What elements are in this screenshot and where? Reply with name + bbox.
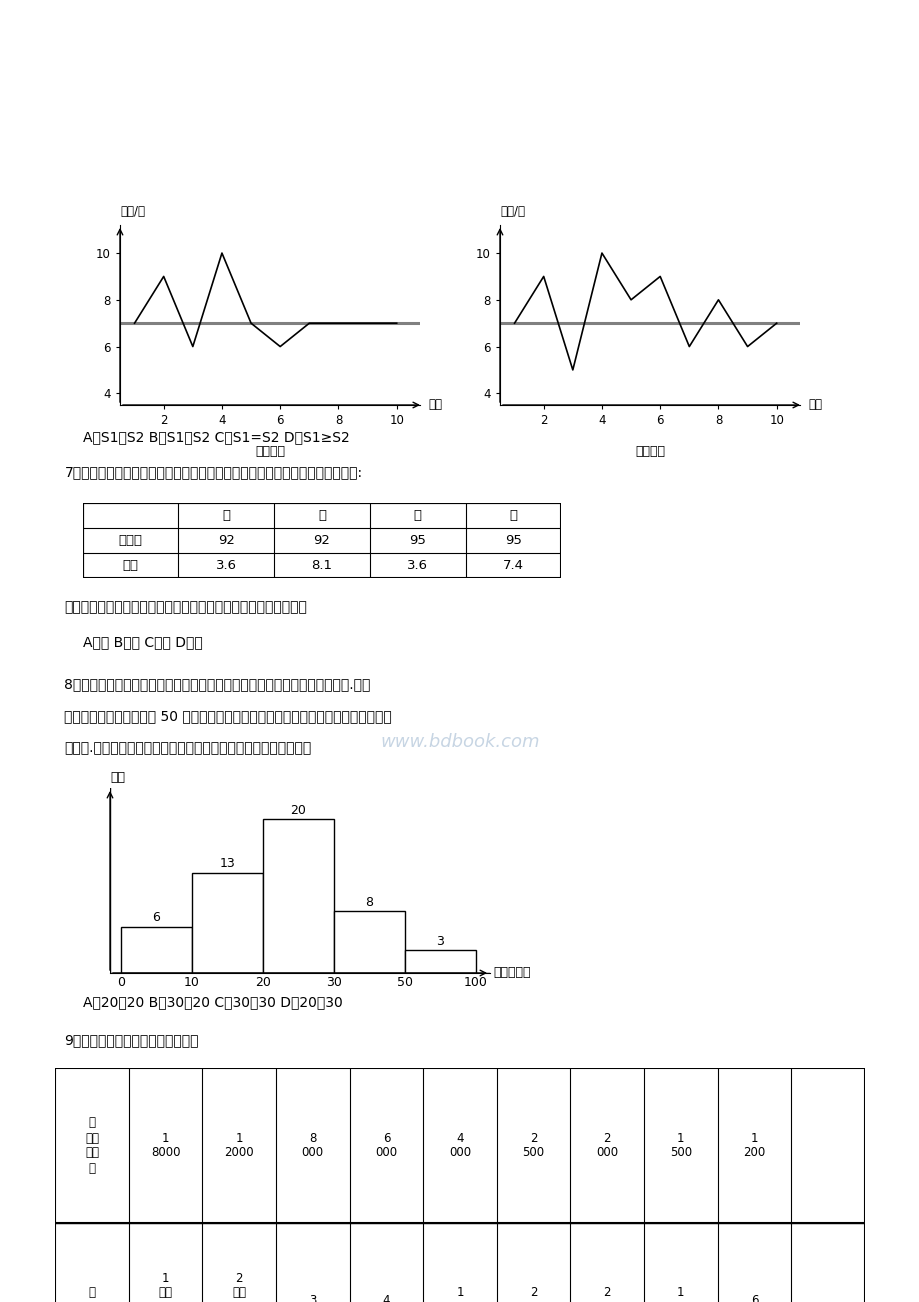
Text: 1
2000: 1 2000 [224,1131,254,1160]
Text: 小明成绩: 小明成绩 [255,444,285,457]
Text: 成绩/环: 成绩/环 [499,204,525,217]
Text: 1
500: 1 500 [669,1131,691,1160]
Text: 9．某公司全体职工的月工资如下：: 9．某公司全体职工的月工资如下： [64,1032,199,1047]
Text: 4: 4 [382,1294,390,1302]
Text: 丁: 丁 [509,509,516,522]
Text: 4
000: 4 000 [448,1131,471,1160]
Text: 2
000: 2 000 [596,1131,618,1160]
Text: 学八年级六班班长对全班 50 名学生在春节期间所抢的红包金额进行统计，并绘制成了: 学八年级六班班长对全班 50 名学生在春节期间所抢的红包金额进行统计，并绘制成了 [64,710,391,723]
Text: 月
工资
（元
）: 月 工资 （元 ） [85,1117,99,1174]
Text: 方差: 方差 [122,559,139,572]
Bar [334,911,404,973]
Text: 2
500: 2 500 [522,1131,544,1160]
Text: A．20，20 B．30，20 C．30，30 D．20，30: A．20，20 B．30，20 C．30，30 D．20，30 [83,995,342,1009]
Text: 6
000: 6 000 [375,1131,397,1160]
Text: 8: 8 [365,896,373,909]
Text: 92: 92 [313,534,330,547]
Text: 2
2: 2 2 [603,1286,610,1302]
Text: 13: 13 [219,858,235,871]
Text: 1
（总
经理
）: 1 （总 经理 ） [158,1272,173,1302]
Text: 95: 95 [409,534,425,547]
Text: 丙: 丙 [414,509,421,522]
Text: 1
8000: 1 8000 [151,1131,180,1160]
Text: 1
2: 1 2 [676,1286,684,1302]
Text: 顺序: 顺序 [428,398,442,411]
Text: 3.6: 3.6 [407,559,427,572]
Text: 1
200: 1 200 [743,1131,765,1160]
Text: 2
2: 2 2 [529,1286,537,1302]
Text: 人数: 人数 [110,771,125,784]
Text: A．甲 B．乙 C．丙 D．丁: A．甲 B．乙 C．丙 D．丁 [83,635,202,648]
Text: 人
数: 人 数 [88,1286,96,1302]
Text: www.bdbook.com: www.bdbook.com [380,733,539,751]
Text: 统计图.根据如图提供的信息，红包金额的众数和中位数分别是（）: 统计图.根据如图提供的信息，红包金额的众数和中位数分别是（） [64,741,312,755]
Text: 6: 6 [750,1294,757,1302]
Text: 8.1: 8.1 [312,559,332,572]
Bar [191,872,263,973]
Text: A．S1＜S2 B．S1＞S2 C．S1=S2 D．S1≥S2: A．S1＜S2 B．S1＞S2 C．S1=S2 D．S1≥S2 [83,430,349,444]
Bar [263,819,334,973]
Text: 20: 20 [290,803,306,816]
Text: 金额（元）: 金额（元） [493,966,530,979]
Text: 92: 92 [218,534,234,547]
Text: 甲: 甲 [222,509,230,522]
Text: 平均分: 平均分 [119,534,142,547]
Text: 3.6: 3.6 [216,559,236,572]
Text: 3: 3 [436,935,444,948]
Bar [404,950,475,973]
Text: 乙: 乙 [318,509,325,522]
Text: 小华成绩: 小华成绩 [634,444,664,457]
Text: 8
000: 8 000 [301,1131,323,1160]
Bar [120,927,191,973]
Text: 成绩/环: 成绩/环 [119,204,145,217]
Text: 95: 95 [505,534,521,547]
Text: 7．下表记录了甲、乙、丙、丁四名同学最近几次数学考试成绩的平均数与方差:: 7．下表记录了甲、乙、丙、丁四名同学最近几次数学考试成绩的平均数与方差: [64,465,362,479]
Text: 6: 6 [152,911,160,924]
Text: 7.4: 7.4 [503,559,523,572]
Text: 顺序: 顺序 [808,398,822,411]
Text: 要选择一名成绩好且发挥稳定的同学参加数学比赛，应该选择（）: 要选择一名成绩好且发挥稳定的同学参加数学比赛，应该选择（） [64,600,307,615]
Text: 8．随着智能手机的普及，抢微信红包成为了春节期间人们最喜欢的活动之一.某中: 8．随着智能手机的普及，抢微信红包成为了春节期间人们最喜欢的活动之一.某中 [64,677,370,691]
Text: 1
0: 1 0 [456,1286,463,1302]
Text: 2
（副
总经
理）: 2 （副 总经 理） [232,1272,246,1302]
Text: 3: 3 [309,1294,316,1302]
